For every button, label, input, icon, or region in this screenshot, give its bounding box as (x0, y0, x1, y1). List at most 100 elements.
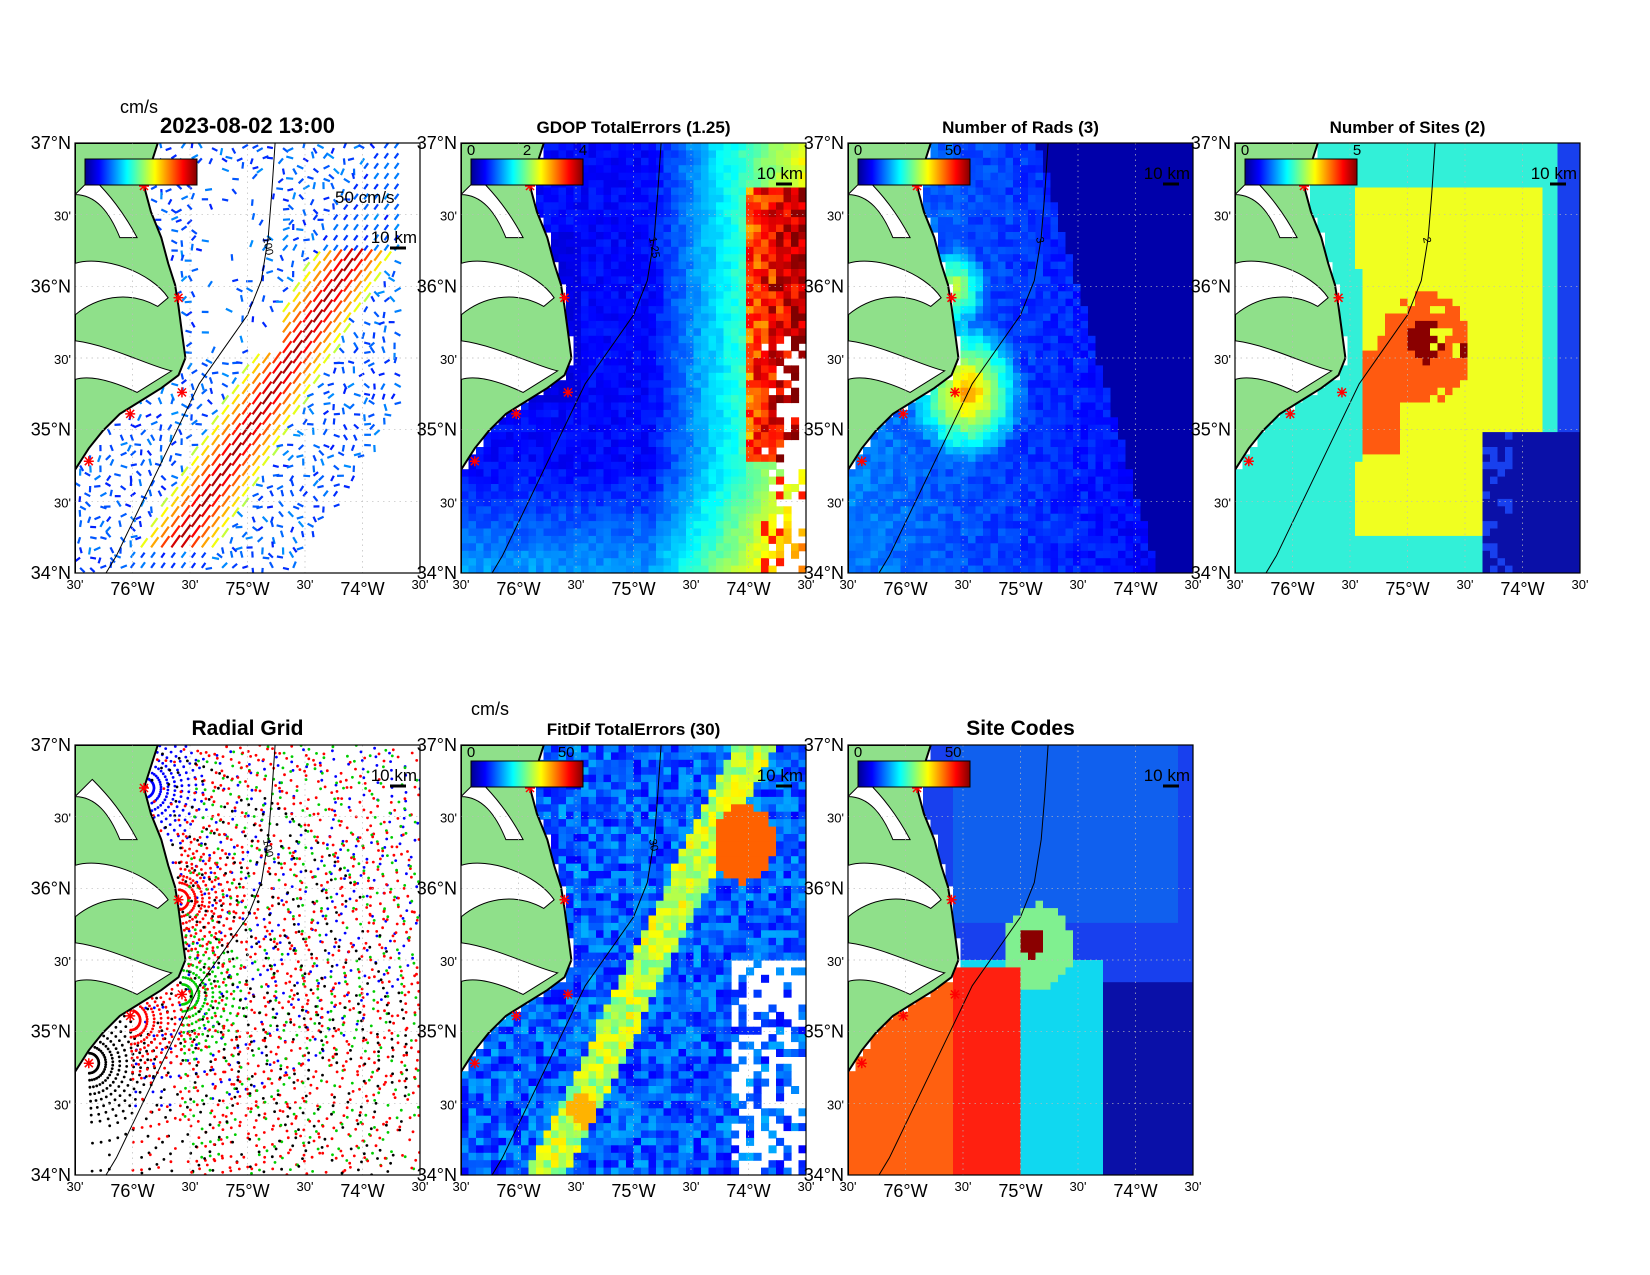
lat-tick-label: 36°N (1191, 276, 1231, 296)
lat-tick-label: 30' (440, 209, 457, 224)
lon-tick-label: 30' (1185, 577, 1202, 592)
lon-tick-label: 76°W (496, 579, 540, 599)
lon-tick-label: 74°W (726, 1181, 770, 1201)
scale-bar-label: 10 km (1144, 766, 1190, 785)
lat-tick-label: 30' (54, 209, 71, 224)
lat-tick-label: 34°N (1191, 563, 1231, 583)
lon-tick-label: 75°W (1385, 579, 1429, 599)
lat-tick-label: 30' (827, 209, 844, 224)
unit-label: cm/s (471, 699, 509, 719)
site-marker-icon (562, 989, 573, 1000)
colorbar-tick-label: 0 (1241, 142, 1249, 159)
lon-tick-label: 75°W (611, 1181, 655, 1201)
lat-tick-label: 30' (54, 1097, 71, 1112)
site-marker-icon (125, 1010, 136, 1021)
lon-tick-label: 75°W (611, 579, 655, 599)
lat-tick-label: 35°N (31, 1022, 71, 1042)
colorbar (84, 158, 198, 186)
lon-tick-label: 30' (1227, 577, 1244, 592)
lat-tick-label: 35°N (1191, 420, 1231, 440)
lon-tick-label: 76°W (883, 579, 927, 599)
site-marker-icon (1336, 387, 1347, 398)
site-marker-icon (562, 387, 573, 398)
lat-tick-label: 36°N (31, 276, 71, 296)
lon-tick-label: 30' (798, 1179, 815, 1194)
panel-title: Radial Grid (191, 717, 303, 740)
lon-tick-label: 74°W (1113, 579, 1157, 599)
lon-tick-label: 30' (412, 1179, 429, 1194)
site-marker-icon (83, 456, 94, 467)
lon-tick-label: 76°W (110, 1181, 154, 1201)
site-marker-icon (139, 783, 149, 793)
reference-vector-label: 50 cm/s (335, 188, 395, 207)
lon-tick-label: 30' (1572, 577, 1589, 592)
lat-tick-label: 36°N (417, 276, 457, 296)
lon-tick-label: 75°W (225, 1181, 269, 1201)
lat-tick-label: 30' (54, 352, 71, 367)
lat-tick-label: 30' (1214, 209, 1231, 224)
lon-tick-label: 76°W (883, 1181, 927, 1201)
lat-tick-label: 30' (54, 495, 71, 510)
map-frame (74, 744, 421, 1176)
colorbar-tick-label: 50 (945, 744, 962, 761)
lat-tick-label: 37°N (417, 735, 457, 755)
contour-label: 1.25 (646, 236, 662, 259)
lat-tick-label: 30' (440, 1097, 457, 1112)
lat-tick-label: 35°N (804, 1022, 844, 1042)
lon-tick-label: 30' (1070, 1179, 1087, 1194)
scale-bar-label: 10 km (1144, 164, 1190, 183)
site-marker-icon (511, 1010, 522, 1021)
contour-label: 100 (260, 236, 275, 256)
site-marker-icon (1333, 292, 1344, 303)
colorbar-tick-label: 0 (854, 744, 862, 761)
lon-tick-label: 30' (1070, 577, 1087, 592)
colorbar-tick-label: 2 (523, 142, 531, 159)
contour-label: 3 (1033, 236, 1046, 244)
map-frame (1234, 142, 1581, 574)
lat-tick-label: 37°N (31, 735, 71, 755)
colorbar-tick-label: 5 (1353, 142, 1361, 159)
colorbar (1244, 158, 1358, 186)
map-frame (74, 142, 421, 574)
lat-tick-label: 34°N (31, 563, 71, 583)
colorbar (470, 760, 584, 788)
site-marker-icon (949, 989, 960, 1000)
contour-label: 30 (646, 838, 660, 852)
lon-tick-label: 30' (683, 1179, 700, 1194)
lat-tick-label: 35°N (31, 420, 71, 440)
lon-tick-label: 76°W (496, 1181, 540, 1201)
lon-tick-label: 30' (798, 577, 815, 592)
scale-bar-label: 10 km (757, 766, 803, 785)
lat-tick-label: 37°N (1191, 133, 1231, 153)
lat-tick-label: 30' (827, 811, 844, 826)
contour-label: 2 (1420, 236, 1433, 244)
lon-tick-label: 30' (568, 577, 585, 592)
panel-sitecodes: 37°N30'36°N30'35°N30'34°N30' 76°W 30' 75°W 3… (804, 717, 1202, 1201)
lat-tick-label: 30' (440, 811, 457, 826)
lon-tick-label: 30' (67, 577, 84, 592)
colorbar (857, 158, 971, 186)
lat-tick-label: 34°N (31, 1165, 71, 1185)
colorbar-tick-label: 50 (558, 744, 575, 761)
lon-tick-label: 74°W (340, 1181, 384, 1201)
lat-tick-label: 30' (827, 495, 844, 510)
lat-tick-label: 35°N (804, 420, 844, 440)
lat-tick-label: 37°N (31, 133, 71, 153)
map-frame (460, 744, 807, 1176)
lon-tick-label: 30' (297, 1179, 314, 1194)
lon-tick-label: 30' (453, 577, 470, 592)
lon-tick-label: 74°W (340, 579, 384, 599)
lat-tick-label: 34°N (804, 1165, 844, 1185)
site-marker-icon (1285, 408, 1296, 419)
lon-tick-label: 76°W (110, 579, 154, 599)
site-marker-icon (469, 456, 480, 467)
site-marker-icon (856, 456, 867, 467)
lon-tick-label: 30' (840, 1179, 857, 1194)
lon-tick-label: 30' (412, 577, 429, 592)
lon-tick-label: 75°W (225, 579, 269, 599)
lat-tick-label: 30' (827, 352, 844, 367)
lon-tick-label: 30' (182, 577, 199, 592)
